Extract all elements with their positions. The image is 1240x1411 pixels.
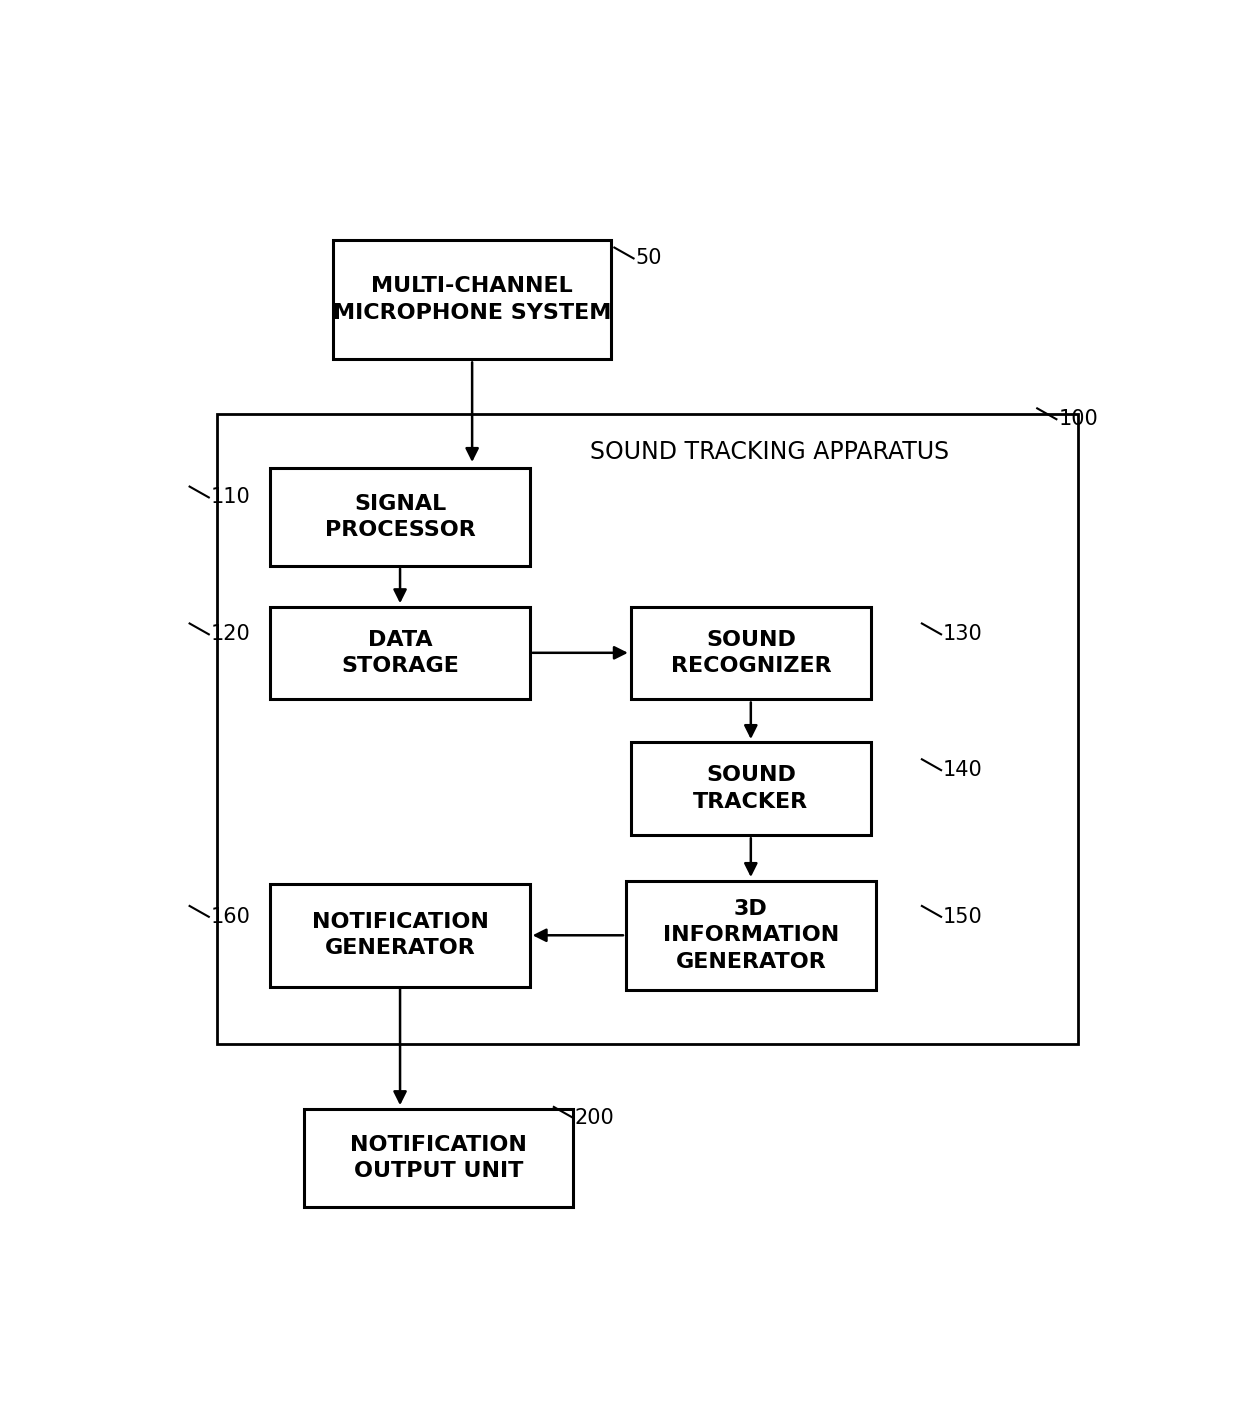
- Bar: [270, 468, 529, 566]
- Bar: [270, 883, 529, 986]
- Text: 100: 100: [1058, 409, 1099, 429]
- Text: NOTIFICATION
GENERATOR: NOTIFICATION GENERATOR: [311, 912, 489, 958]
- Text: SIGNAL
PROCESSOR: SIGNAL PROCESSOR: [325, 494, 475, 540]
- Text: SOUND TRACKING APPARATUS: SOUND TRACKING APPARATUS: [590, 440, 950, 464]
- Bar: [270, 607, 529, 698]
- Text: 110: 110: [211, 487, 250, 508]
- Text: 150: 150: [942, 907, 983, 927]
- Text: 160: 160: [211, 907, 250, 927]
- Text: 200: 200: [575, 1108, 615, 1127]
- Text: NOTIFICATION
OUTPUT UNIT: NOTIFICATION OUTPUT UNIT: [350, 1134, 527, 1181]
- Text: DATA
STORAGE: DATA STORAGE: [341, 629, 459, 676]
- Text: 3D
INFORMATION
GENERATOR: 3D INFORMATION GENERATOR: [662, 899, 839, 972]
- Bar: [304, 1109, 573, 1206]
- Bar: [631, 607, 870, 698]
- Text: SOUND
TRACKER: SOUND TRACKER: [693, 765, 808, 811]
- Text: 120: 120: [211, 624, 250, 645]
- Bar: [332, 240, 611, 360]
- Text: SOUND
RECOGNIZER: SOUND RECOGNIZER: [671, 629, 831, 676]
- Text: 140: 140: [942, 761, 983, 780]
- Text: 50: 50: [635, 248, 662, 268]
- Bar: [626, 880, 875, 989]
- Text: 130: 130: [942, 624, 983, 645]
- Bar: [631, 742, 870, 835]
- Text: MULTI-CHANNEL
MICROPHONE SYSTEM: MULTI-CHANNEL MICROPHONE SYSTEM: [334, 277, 611, 323]
- Bar: [217, 413, 1078, 1044]
